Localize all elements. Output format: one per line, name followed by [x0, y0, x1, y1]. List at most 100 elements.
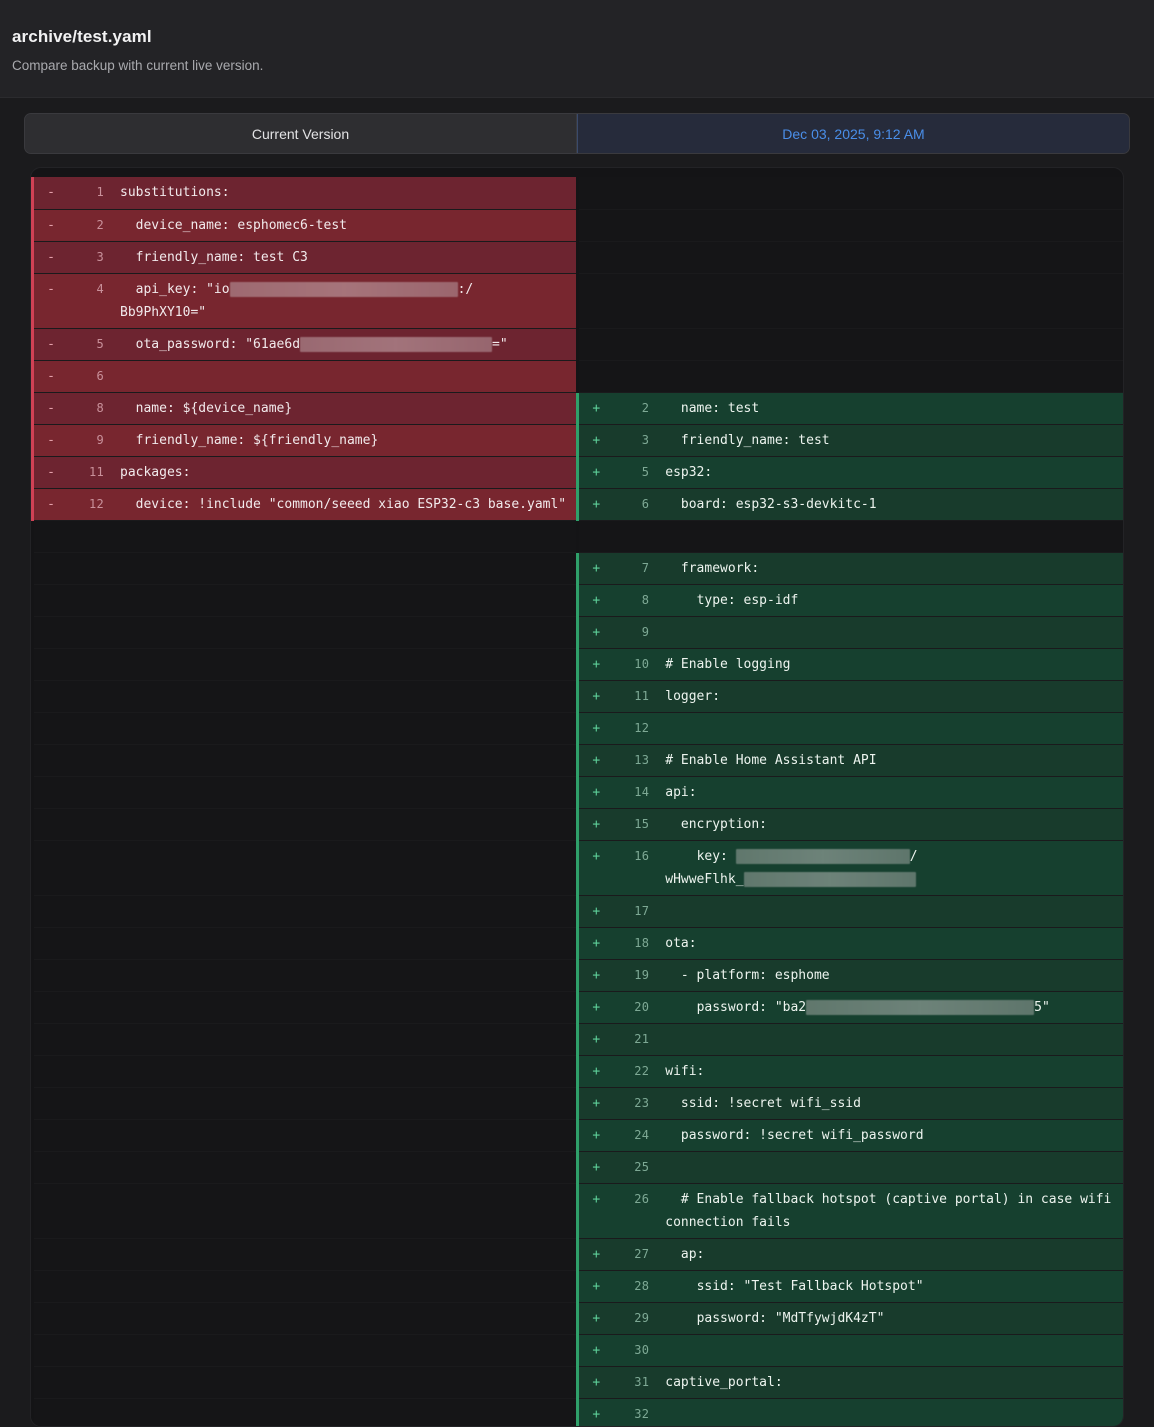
diff-cell-right: +6 board: esp32-s3-devkitc-1 — [576, 488, 1123, 521]
diff-line-number: 2 — [96, 217, 104, 232]
diff-line-number: 5 — [641, 464, 650, 479]
diff-line-number: 21 — [634, 1031, 650, 1046]
diff-scroll-area[interactable]: - 1 substitutions: - 2 device_name: esphomec… — [31, 177, 1123, 1426]
diff-added-marker: + — [592, 1191, 601, 1207]
diff-row: +23 ssid: !secret wifi_ssid — [31, 1087, 1123, 1120]
diff-cell-right: +32 — [576, 1398, 1123, 1426]
diff-cell-right — [577, 520, 1123, 553]
diff-body: - 1 substitutions: - 2 device_name: esphomec… — [31, 177, 1123, 1426]
diff-cell-left — [31, 712, 578, 745]
diff-code-text: logger: — [665, 688, 721, 704]
diff-cell-left — [31, 744, 578, 777]
diff-cell-right: +16 key: / wHwweFlhk_ — [576, 840, 1123, 896]
diff-line-number: 11 — [88, 464, 104, 479]
diff-line-number: 25 — [634, 1159, 650, 1174]
diff-line-number: 20 — [634, 999, 650, 1014]
diff-cell-right: +30 — [576, 1334, 1123, 1367]
diff-cell-right: +20 password: "ba2 5" — [576, 991, 1123, 1024]
diff-code-text: friendly_name: test C3 — [120, 249, 308, 265]
diff-removed-marker: - — [47, 432, 55, 448]
diff-added-marker: + — [592, 688, 601, 704]
diff-cell-left — [31, 1270, 578, 1303]
diff-added-marker: + — [592, 1278, 601, 1294]
diff-added-marker: + — [592, 784, 601, 800]
diff-row: +9 — [31, 616, 1123, 649]
version-tabbar: Current Version Dec 03, 2025, 9:12 AM — [24, 113, 1130, 154]
diff-code-text: substitutions: — [120, 185, 230, 201]
diff-removed-marker: - — [47, 217, 55, 233]
diff-line-number: 27 — [634, 1246, 650, 1261]
diff-row: +16 key: / wHwweFlhk_ — [31, 840, 1123, 896]
diff-cell-left — [31, 1302, 578, 1335]
diff-line-number: 9 — [96, 432, 104, 447]
diff-code-text: encryption: — [665, 816, 767, 832]
diff-code-text: friendly_name: ${friendly_name} — [120, 432, 379, 448]
diff-line-number: 23 — [634, 1095, 650, 1110]
diff-added-marker: + — [592, 903, 601, 919]
diff-code-text: ota: — [665, 935, 697, 951]
diff-cell-right — [577, 360, 1123, 393]
diff-added-marker: + — [592, 848, 601, 864]
diff-added-marker: + — [592, 1159, 601, 1175]
diff-line-number: 32 — [634, 1406, 650, 1421]
diff-line-number: 31 — [634, 1374, 650, 1389]
diff-line-number: 4 — [96, 281, 104, 296]
redacted-secret — [806, 999, 1035, 1015]
diff-code-text: # Enable fallback hotspot (captive porta… — [665, 1191, 1120, 1230]
diff-container: - 1 substitutions: - 2 device_name: esphomec… — [30, 167, 1124, 1427]
diff-line-number: 8 — [96, 400, 104, 415]
tab-backup-version[interactable]: Dec 03, 2025, 9:12 AM — [577, 114, 1129, 153]
diff-row: +20 password: "ba2 5" — [31, 991, 1123, 1024]
diff-added-marker: + — [592, 592, 601, 608]
diff-added-marker: + — [592, 1063, 601, 1079]
diff-row: - 4 api_key: "io:/ Bb9PhXY10=" — [31, 273, 1123, 329]
diff-removed-marker: - — [47, 185, 55, 201]
diff-cell-right: +12 — [576, 712, 1123, 745]
diff-cell-left — [31, 1334, 578, 1367]
diff-row: +12 — [31, 712, 1123, 745]
diff-line-number: 18 — [634, 935, 650, 950]
diff-code-text: type: esp-idf — [665, 592, 799, 608]
diff-line-number: 13 — [634, 752, 650, 767]
diff-row: +27 ap: — [31, 1238, 1123, 1271]
diff-cell-left — [31, 520, 578, 553]
diff-code-text: api_key: "io:/ Bb9PhXY10=" — [120, 281, 474, 320]
diff-cell-left — [31, 584, 578, 617]
diff-removed-marker: - — [47, 496, 55, 512]
diff-added-marker: + — [592, 1310, 601, 1326]
diff-code-text: # Enable logging — [665, 656, 791, 672]
diff-cell-right: +18 ota: — [576, 927, 1123, 960]
diff-cell-right: +5 esp32: — [576, 456, 1123, 489]
diff-code-text: packages: — [120, 464, 191, 480]
diff-line-number: 29 — [634, 1310, 650, 1325]
diff-cell-left — [31, 680, 578, 713]
diff-cell-right: +7 framework: — [576, 552, 1123, 585]
page-title: archive/test.yaml — [12, 27, 152, 46]
diff-row: - 8 name: ${device_name} +2 name: test — [31, 392, 1123, 425]
diff-code-text: name: ${device_name} — [120, 400, 293, 416]
diff-added-marker: + — [592, 816, 601, 832]
tab-current-version[interactable]: Current Version — [25, 114, 577, 153]
diff-added-marker: + — [592, 1031, 601, 1047]
diff-cell-right — [577, 177, 1123, 210]
diff-code-text: friendly_name: test — [665, 432, 830, 448]
diff-added-marker: + — [592, 496, 601, 512]
diff-cell-right: +31 captive_portal: — [576, 1366, 1123, 1399]
diff-cell-right: +29 password: "MdTfywjdK4zT" — [576, 1302, 1123, 1335]
diff-line-number: 14 — [634, 784, 650, 799]
diff-cell-left: - 1 substitutions: — [31, 177, 578, 210]
diff-row: +10 # Enable logging — [31, 648, 1123, 681]
diff-added-marker: + — [592, 752, 601, 768]
diff-table: - 1 substitutions: - 2 device_name: esphomec… — [31, 177, 1123, 1426]
diff-code-text: password: !secret wifi_password — [665, 1127, 924, 1143]
diff-line-number: 2 — [641, 400, 650, 415]
diff-cell-left — [31, 1183, 578, 1239]
diff-row: +14 api: — [31, 776, 1123, 809]
diff-cell-right: +26 # Enable fallback hotspot (captive p… — [576, 1183, 1123, 1239]
diff-line-number: 17 — [634, 903, 650, 918]
diff-cell-right: +13 # Enable Home Assistant API — [576, 744, 1123, 777]
diff-row: +26 # Enable fallback hotspot (captive p… — [31, 1183, 1123, 1239]
diff-row: +8 type: esp-idf — [31, 584, 1123, 617]
diff-cell-right: +14 api: — [576, 776, 1123, 809]
diff-line-number: 28 — [634, 1278, 650, 1293]
